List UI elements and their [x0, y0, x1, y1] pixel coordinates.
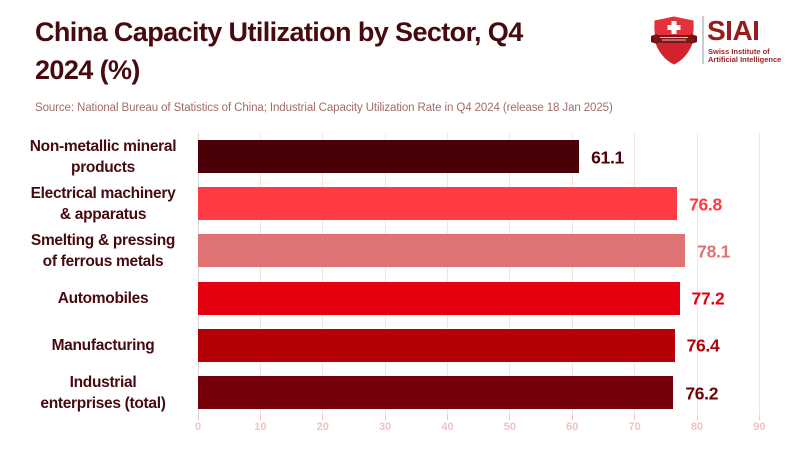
swiss-shield-icon	[651, 16, 697, 65]
x-tick	[696, 415, 698, 420]
category-label-line: of ferrous metals	[42, 252, 164, 270]
category-label: Automobiles	[18, 275, 188, 322]
bar-value-label: 77.2	[691, 288, 725, 309]
x-tick	[197, 415, 199, 420]
category-label-line: enterprises (total)	[40, 394, 166, 412]
x-tick-label: 30	[379, 421, 392, 433]
logo-subtitle: Swiss Institute of Artificial Intelligen…	[708, 48, 781, 64]
logo-subtitle-line1: Swiss Institute of	[708, 47, 770, 56]
category-label: Industrial enterprises (total)	[18, 369, 188, 416]
gridline-x-30	[384, 133, 386, 415]
bar-value-label: 76.2	[685, 383, 719, 403]
x-tick	[322, 415, 324, 420]
x-tick-label: 90	[753, 421, 766, 433]
gridline-x-0	[197, 133, 199, 415]
bar-value-label: 61.1	[591, 147, 624, 167]
category-label: Electrical machinery & apparatus	[18, 180, 188, 227]
bar-value-label: 78.1	[697, 241, 731, 262]
x-tick	[758, 415, 760, 420]
x-tick-label: 70	[628, 421, 641, 433]
category-label-line: Smelting & pressing	[30, 231, 176, 249]
bar-value-label: 76.4	[686, 335, 720, 356]
x-tick-label: 80	[690, 421, 704, 433]
x-tick-label: 10	[254, 421, 267, 433]
x-tick-label: 60	[566, 421, 579, 433]
x-tick	[509, 415, 511, 420]
x-tick	[447, 415, 448, 420]
gridline-x-20	[322, 133, 324, 415]
bar-value-label: 76.8	[689, 194, 722, 215]
x-tick	[259, 415, 261, 420]
page-title-line2: 2024 (%)	[35, 55, 140, 85]
x-tick-label: 0	[194, 421, 202, 433]
gridline-x-60	[571, 133, 573, 415]
bar-chart-plot: 0 10 20 30 40 50 60 70 80 90 61.1 76.8 78.1 77.2 76.4 7…	[195, 133, 775, 433]
gridline-x-90	[758, 133, 760, 415]
category-label: Non-metallic mineral products	[18, 133, 188, 180]
logo-acronym: SIAI	[707, 15, 760, 46]
category-label: Smelting & pressing of ferrous metals	[18, 227, 188, 274]
gridline-x-40	[447, 133, 448, 415]
bar-0	[198, 140, 580, 173]
source-note: Source: National Bureau of Statistics of…	[35, 102, 613, 114]
gridline-x-80	[696, 133, 698, 415]
x-tick	[634, 415, 636, 420]
category-label-line: Manufacturing	[51, 336, 155, 354]
category-label-line: Electrical machinery	[30, 184, 176, 202]
x-tick-label: 20	[316, 421, 329, 433]
gridline-x-70	[634, 133, 636, 415]
bar-1	[198, 187, 678, 221]
page-title-line1: China Capacity Utilization by Sector, Q4	[35, 17, 523, 47]
gridline-x-10	[259, 133, 261, 415]
bar-2	[198, 234, 686, 268]
x-tick	[571, 415, 573, 420]
x-tick-label: 40	[441, 421, 454, 433]
category-label: Manufacturing	[18, 322, 188, 369]
category-label-line: & apparatus	[59, 205, 147, 223]
page-title: China Capacity Utilization by Sector, Q4…	[35, 13, 625, 89]
category-labels: Non-metallic mineral products Electrical m…	[18, 133, 188, 415]
gridline-x-50	[509, 133, 511, 415]
category-label-line: Automobiles	[57, 289, 149, 307]
bar-4	[198, 328, 675, 362]
logo-divider	[702, 16, 704, 64]
category-label-line: Industrial	[69, 373, 137, 391]
bar-3	[198, 281, 680, 315]
category-label-line: products	[71, 158, 135, 176]
x-tick	[384, 415, 386, 420]
x-tick-label: 50	[503, 421, 517, 433]
category-label-line: Non-metallic mineral	[29, 137, 177, 155]
bar-5	[198, 376, 674, 409]
logo-subtitle-line2: Artificial Intelligence	[708, 55, 782, 64]
